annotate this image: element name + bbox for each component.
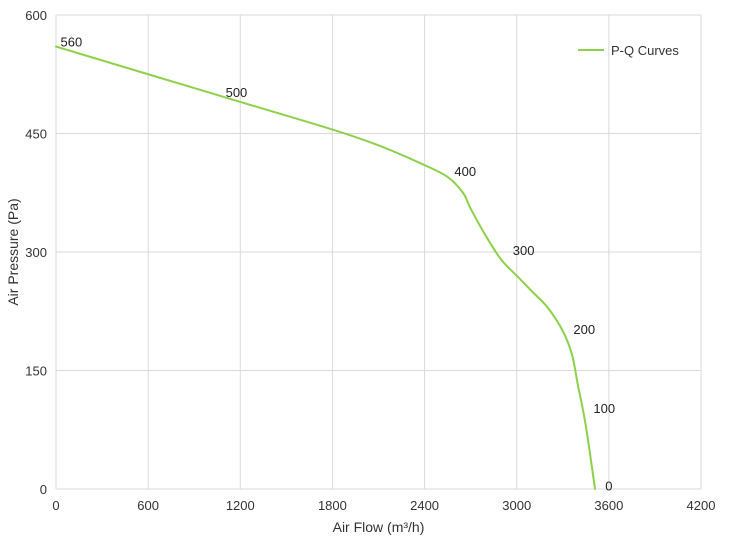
y-axis-label: Air Pressure (Pa): [5, 198, 21, 305]
x-tick-label: 1800: [318, 498, 347, 513]
data-label: 400: [454, 164, 476, 179]
data-label: 300: [513, 243, 535, 258]
y-tick-label: 150: [25, 364, 47, 379]
legend-label: P-Q Curves: [611, 43, 679, 58]
data-label: 560: [61, 35, 83, 50]
legend: P-Q Curves: [578, 43, 679, 58]
data-label: 100: [593, 401, 615, 416]
series-layer: [55, 45, 597, 490]
y-tick-label: 0: [40, 482, 47, 497]
x-tick-label: 2400: [410, 498, 439, 513]
data-labels: 560 500 400 300 200 100 0: [61, 35, 616, 494]
y-tick-label: 600: [25, 8, 47, 23]
y-tick-labels: 0 150 300 450 600: [25, 8, 47, 497]
x-tick-labels: 0 600 1200 1800 2400 3000 3600 4200: [52, 498, 715, 513]
data-label: 0: [605, 479, 612, 494]
x-tick-label: 1200: [226, 498, 255, 513]
data-label: 500: [226, 85, 248, 100]
x-tick-label: 4200: [687, 498, 716, 513]
y-tick-label: 450: [25, 127, 47, 142]
data-label: 200: [573, 322, 595, 337]
x-tick-label: 3600: [594, 498, 623, 513]
y-tick-label: 300: [25, 245, 47, 260]
x-tick-label: 0: [52, 498, 59, 513]
x-tick-label: 3000: [502, 498, 531, 513]
x-tick-label: 600: [137, 498, 159, 513]
series-line-0: [55, 45, 597, 490]
grid: [55, 14, 702, 490]
x-axis-label: Air Flow (m³/h): [333, 519, 425, 535]
